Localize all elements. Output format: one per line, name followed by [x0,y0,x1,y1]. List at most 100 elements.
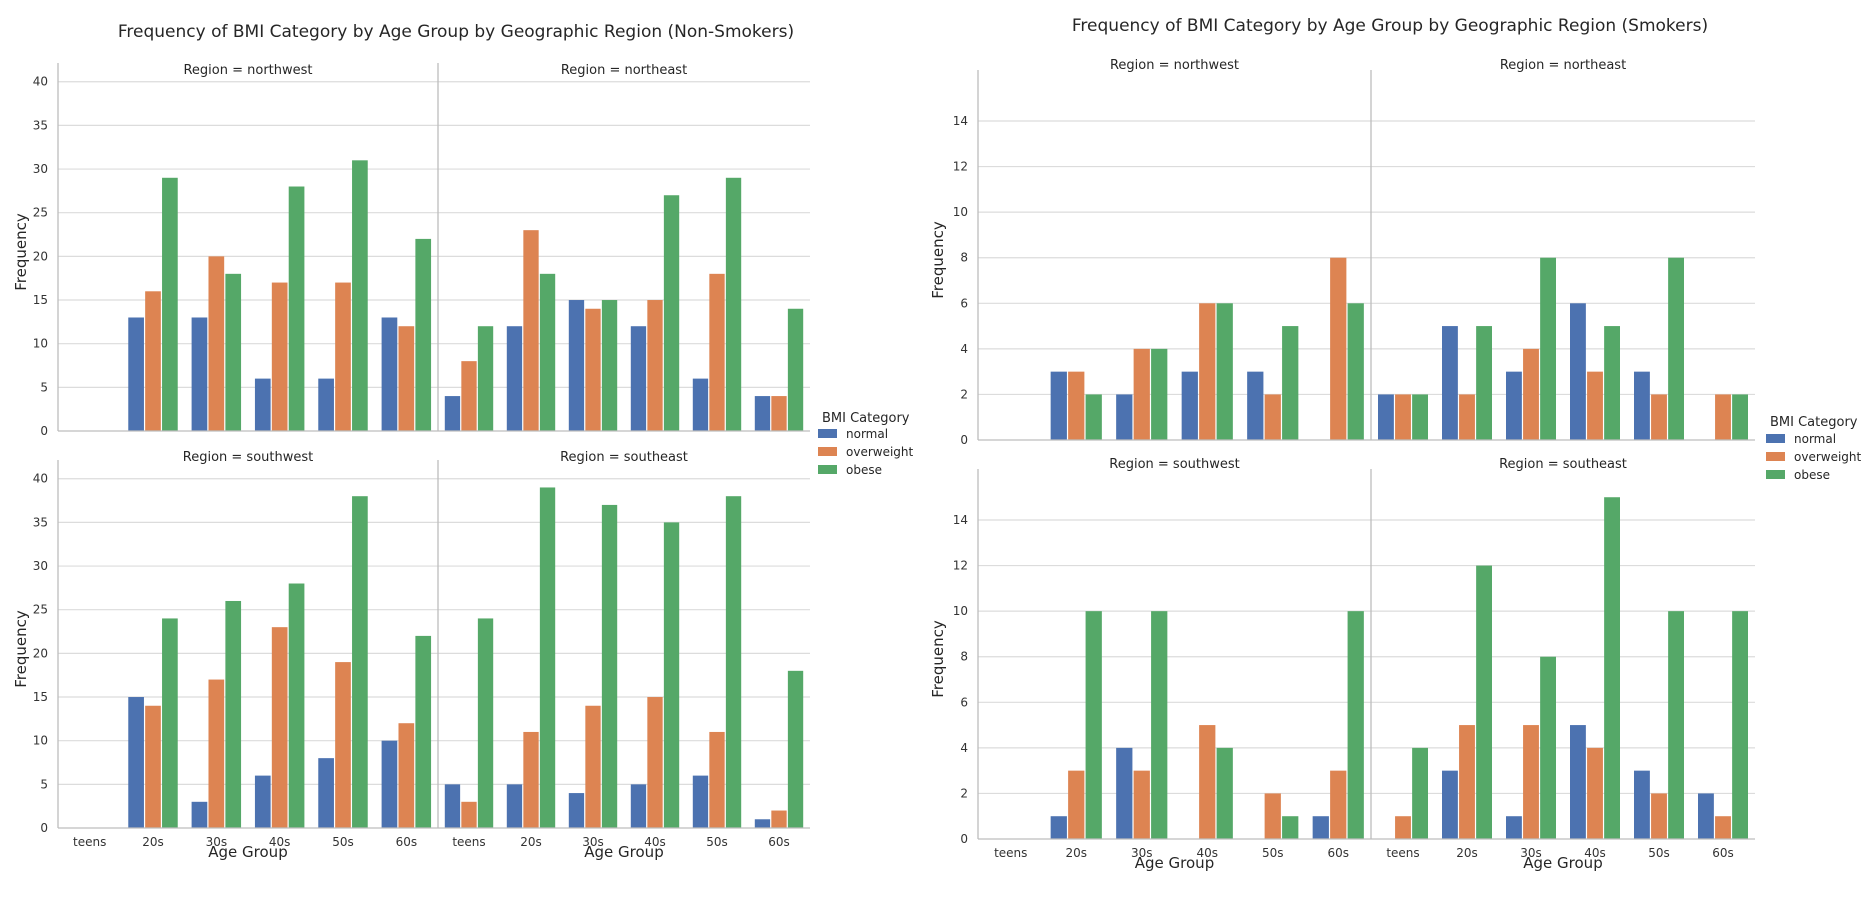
bar-overweight-50s [709,731,725,828]
bar-normal-30s [1506,371,1522,440]
bar-normal-50s [692,775,709,828]
bar-obese-20s [1085,394,1102,440]
bar-normal-20s [1050,816,1067,839]
x-tick-label: 30s [206,835,228,849]
y-tick-label: 10 [33,337,48,351]
x-tick-label: teens [994,846,1027,860]
y-tick-label: 35 [33,118,48,132]
bar-normal-30s [191,317,208,431]
bar-obese-30s [225,600,242,828]
y-tick-label: 0 [960,832,968,846]
bar-obese-20s [539,487,556,828]
bar-overweight-20s [523,230,539,431]
bar-obese-teens [1412,747,1428,839]
bar-overweight-30s [208,256,225,431]
bar-obese-30s [1540,656,1556,839]
legend-title: BMI Category [822,411,910,426]
y-tick-label: 0 [40,821,48,835]
bar-normal-30s [568,300,585,431]
bar-normal-20s [506,784,523,828]
bar-overweight-50s [335,282,351,431]
facet-title: Region = northeast [561,63,687,78]
legend-swatch-obese [818,465,837,474]
y-axis-label: Frequency [12,213,30,291]
y-tick-label: 8 [960,650,968,664]
bar-normal-30s [1506,816,1522,839]
bar-overweight-20s [145,705,161,828]
bar-normal-60s [381,317,398,431]
bar-normal-20s [506,326,523,431]
y-tick-label: 15 [33,293,48,307]
y-tick-label: 14 [953,513,968,527]
y-tick-label: 4 [960,342,968,356]
y-tick-label: 2 [960,387,968,401]
bar-normal-50s [1247,371,1264,440]
bar-obese-60s [1347,611,1364,839]
x-tick-label: 50s [1648,846,1670,860]
bar-normal-teens [1378,394,1394,440]
bar-overweight-50s [709,273,725,431]
bar-normal-60s [754,819,771,828]
legend-label-obese: obese [1794,468,1830,482]
bar-obese-50s [1668,257,1684,440]
y-tick-label: 6 [960,695,968,709]
bar-normal-teens [444,396,461,431]
x-tick-label: teens [1386,846,1419,860]
bar-overweight-40s [1587,371,1603,440]
bar-obese-teens [477,618,494,828]
bar-obese-50s [725,496,742,828]
facet-title: Region = southwest [1109,457,1239,472]
x-tick-label: 30s [1131,846,1153,860]
bar-overweight-50s [335,662,351,828]
bar-obese-60s [787,308,804,431]
x-tick-label: 50s [706,835,728,849]
bar-overweight-50s [1264,394,1281,440]
y-tick-label: 20 [33,646,48,660]
legend-swatch-overweight [1766,452,1785,461]
bar-overweight-20s [523,731,539,828]
bar-overweight-teens [461,801,477,828]
bar-normal-40s [630,326,647,431]
y-tick-label: 2 [960,786,968,800]
bar-normal-40s [1181,371,1198,440]
x-tick-label: 40s [644,835,666,849]
x-tick-label: 60s [768,835,790,849]
bar-obese-60s [1732,611,1748,839]
bar-overweight-50s [1651,394,1667,440]
bar-obese-50s [352,160,368,431]
y-tick-label: 0 [960,433,968,447]
bar-normal-50s [1634,371,1650,440]
bar-overweight-20s [1459,394,1475,440]
bar-normal-50s [318,378,334,431]
x-axis-label: Age Group [584,843,663,861]
legend-label-obese: obese [846,463,882,477]
bar-obese-60s [415,238,432,431]
x-tick-label: 20s [1065,846,1087,860]
bar-overweight-60s [398,326,415,431]
bar-obese-40s [1216,303,1233,440]
y-axis-label: Frequency [929,221,947,299]
bar-normal-30s [568,793,585,828]
legend-label-overweight: overweight [1794,450,1862,464]
bar-overweight-60s [1330,770,1347,839]
bar-obese-60s [1347,303,1364,440]
bar-obese-60s [415,635,432,828]
bar-obese-20s [539,273,556,431]
bar-overweight-teens [1395,394,1411,440]
bar-normal-30s [1116,747,1133,839]
legend-swatch-normal [1766,434,1785,443]
facet-title: Region = southeast [1499,457,1627,472]
bar-obese-teens [1412,394,1428,440]
x-tick-label: 40s [1584,846,1606,860]
facet-title: Region = southeast [560,450,688,465]
x-tick-label: 60s [1327,846,1349,860]
bar-obese-50s [1282,326,1299,440]
x-tick-label: 30s [1520,846,1542,860]
bar-obese-50s [1282,816,1299,839]
bar-obese-30s [1151,611,1168,839]
bar-overweight-60s [1715,816,1731,839]
legend-swatch-obese [1766,470,1785,479]
y-tick-label: 30 [33,162,48,176]
x-tick-label: 20s [520,835,542,849]
